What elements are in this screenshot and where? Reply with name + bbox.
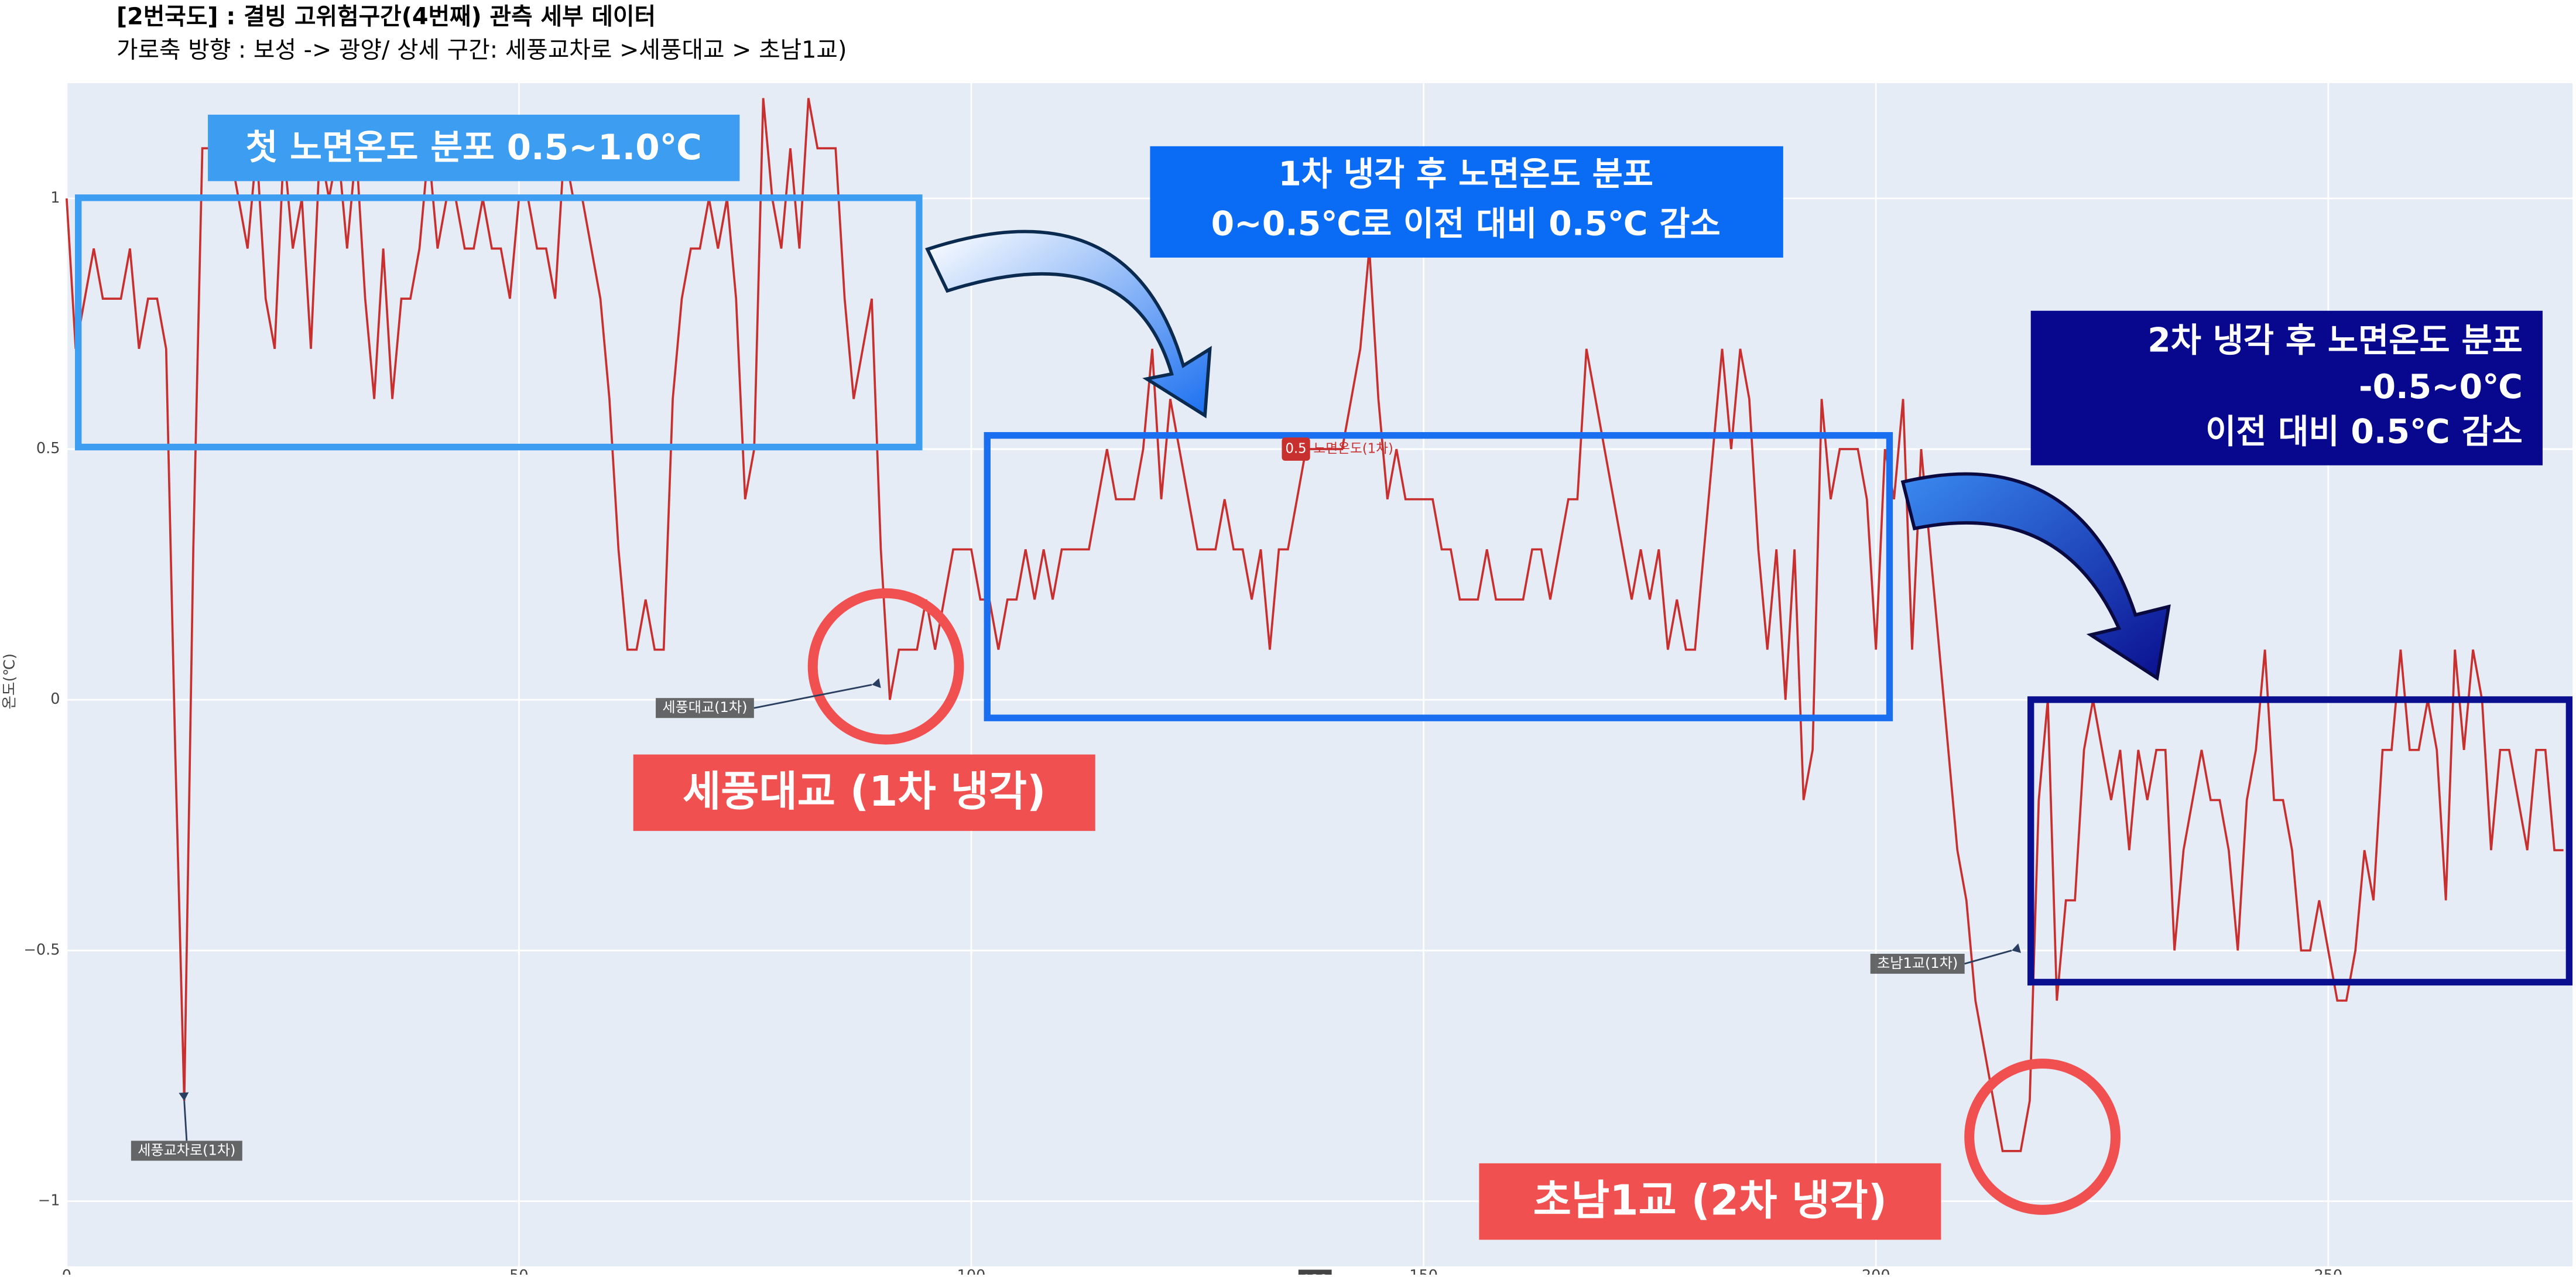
callout-text: 이전 대비 0.5℃ 감소 xyxy=(2205,412,2523,451)
annotation-arrowhead xyxy=(872,678,881,689)
callout-text: -0.5~0℃ xyxy=(2359,368,2523,406)
overlays: 첫 노면온도 분포 0.5~1.0℃ 1차 냉각 후 노면온도 분포 0~0.5… xyxy=(75,114,2573,1240)
annotation-box xyxy=(131,1141,242,1161)
x-tick-label: 200 xyxy=(1862,1267,1890,1275)
arrow xyxy=(1900,472,2171,681)
callout-box xyxy=(208,114,740,182)
highlight-circle xyxy=(807,588,964,745)
callout-text: 1차 냉각 후 노면온도 분포 xyxy=(1278,155,1653,193)
hover-x-label: 138 xyxy=(1303,1272,1328,1275)
hover-series-name: 노면온도(1차) xyxy=(1313,441,1393,457)
region-box xyxy=(2027,696,2573,986)
chart-subtitle: 가로축 방향 : 보성 -> 광양/ 상세 구간: 세풍교차로 >세풍대교 > … xyxy=(117,36,847,63)
region-box xyxy=(984,432,1893,721)
annotation-text: 초남1교(1차) xyxy=(1877,955,1958,971)
callout-text: 0~0.5℃로 이전 대비 0.5℃ 감소 xyxy=(1211,205,1721,244)
callout-text: 2차 냉각 후 노면온도 분포 xyxy=(2147,321,2523,360)
y-tick-label: 0 xyxy=(50,690,60,708)
chart-title: [2번국도] : 결빙 고위험구간(4번째) 관측 세부 데이터 xyxy=(117,4,656,30)
x-tick-label: 150 xyxy=(1409,1267,1438,1275)
annotation-box xyxy=(656,698,754,718)
annotation-arrowhead xyxy=(179,1092,189,1101)
callout-text: 세풍대교 (1차 냉각) xyxy=(683,767,1046,816)
y-axis-label: 온도(℃) xyxy=(1,653,18,710)
arrow xyxy=(925,230,1212,419)
y-tick-label: −1 xyxy=(38,1192,60,1209)
callout-text: 초남1교 (2차 냉각) xyxy=(1533,1176,1888,1224)
y-tick-label: −0.5 xyxy=(23,941,60,958)
callout-box xyxy=(1479,1163,1941,1240)
callout-box xyxy=(633,754,1095,831)
plot-area xyxy=(66,83,2573,1266)
callout-text: 첫 노면온도 분포 0.5~1.0℃ xyxy=(246,128,702,168)
callout-box xyxy=(1150,146,1783,258)
region-box xyxy=(75,194,923,451)
annotation-arrow xyxy=(1964,949,2012,965)
y-tick-label: 0.5 xyxy=(36,440,60,457)
hover-value-box xyxy=(1282,437,1310,461)
annotation-arrow xyxy=(183,1101,188,1141)
annotation-text: 세풍대교(1차) xyxy=(662,699,747,715)
annotation-box xyxy=(1870,954,1965,974)
x-tick-label: 0 xyxy=(62,1267,71,1275)
hover-value: 0.5 xyxy=(1286,441,1307,457)
annotation-arrowhead xyxy=(2012,943,2021,953)
highlight-circle xyxy=(1964,1059,2121,1215)
x-tick-label: 100 xyxy=(957,1267,986,1275)
annotation-text: 세풍교차로(1차) xyxy=(138,1142,235,1158)
callout-box xyxy=(2030,310,2543,465)
annotation-arrow xyxy=(753,684,872,709)
y-tick-label: 1 xyxy=(50,189,60,207)
x-tick-label: 250 xyxy=(2314,1267,2342,1275)
x-tick-label: 50 xyxy=(509,1267,528,1275)
